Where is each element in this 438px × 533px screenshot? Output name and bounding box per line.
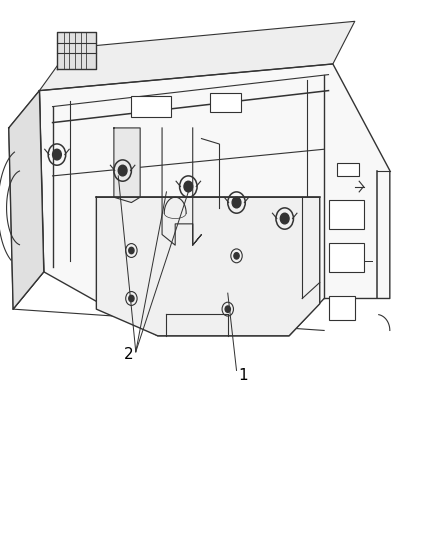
Polygon shape <box>39 21 355 91</box>
Circle shape <box>184 181 193 192</box>
FancyBboxPatch shape <box>328 200 364 229</box>
Circle shape <box>129 295 134 302</box>
FancyBboxPatch shape <box>131 96 171 117</box>
Circle shape <box>53 149 61 160</box>
Circle shape <box>129 247 134 254</box>
Polygon shape <box>96 197 320 336</box>
FancyBboxPatch shape <box>210 93 241 112</box>
FancyBboxPatch shape <box>337 163 359 176</box>
FancyBboxPatch shape <box>328 296 355 320</box>
Polygon shape <box>114 128 140 203</box>
Circle shape <box>280 213 289 224</box>
Circle shape <box>118 165 127 176</box>
Polygon shape <box>57 32 96 69</box>
Polygon shape <box>39 64 390 336</box>
Polygon shape <box>9 91 44 309</box>
FancyBboxPatch shape <box>328 243 364 272</box>
Text: 2: 2 <box>124 347 134 362</box>
Circle shape <box>225 306 230 312</box>
Circle shape <box>232 197 241 208</box>
Circle shape <box>234 253 239 259</box>
Text: 1: 1 <box>238 368 247 383</box>
Polygon shape <box>9 91 44 309</box>
